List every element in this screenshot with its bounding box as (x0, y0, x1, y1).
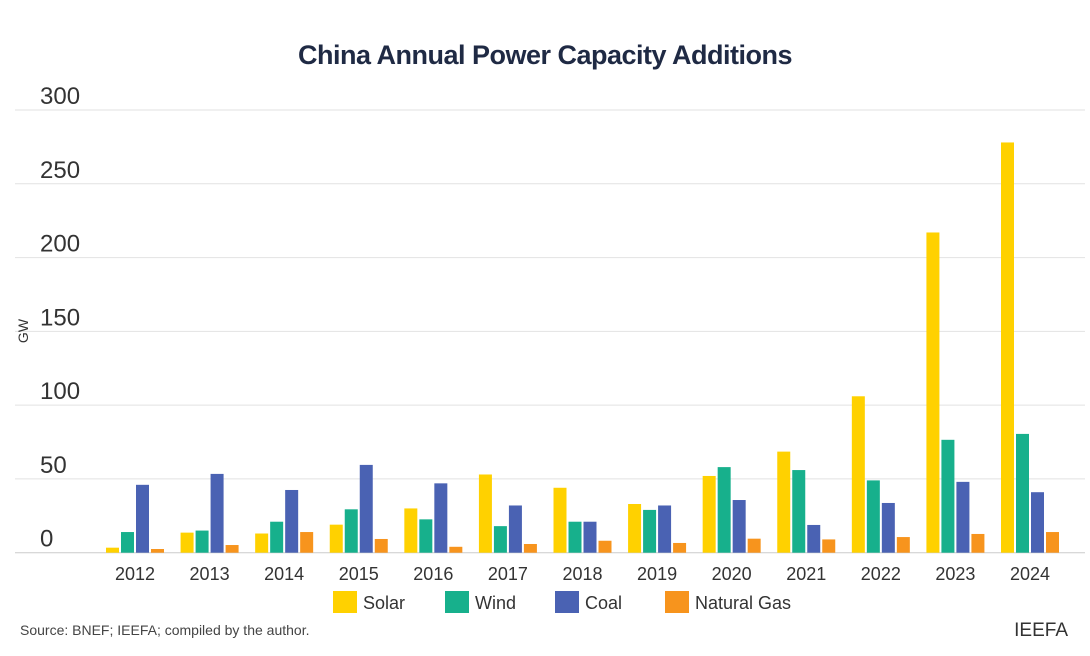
bar-coal (658, 505, 672, 553)
bar-wind (568, 521, 582, 553)
legend-swatch (555, 591, 579, 613)
bar-natural-gas (374, 538, 388, 553)
bar-coal (359, 464, 373, 553)
bar-coal (881, 502, 895, 553)
bar-wind (493, 526, 507, 553)
bar-coal (807, 524, 821, 553)
bar-wind (1016, 433, 1029, 553)
bar-wind (195, 530, 209, 553)
bar-coal (508, 505, 522, 553)
legend-label: Coal (585, 593, 622, 613)
legend-swatch (445, 591, 469, 613)
legend-swatch (333, 591, 357, 613)
legend-label: Solar (363, 593, 405, 613)
bar-solar (478, 474, 492, 553)
x-tick-label: 2014 (264, 564, 304, 584)
bar-coal (956, 481, 970, 553)
x-tick-label: 2012 (115, 564, 155, 584)
x-tick-label: 2024 (1010, 564, 1050, 584)
y-tick-label: 200 (40, 231, 80, 258)
bar-natural-gas (300, 532, 314, 553)
bar-natural-gas (747, 538, 761, 553)
bar-solar (329, 524, 343, 553)
x-tick-label: 2023 (935, 564, 975, 584)
bar-solar (180, 532, 194, 553)
x-tick-label: 2021 (786, 564, 826, 584)
y-tick-label: 0 (40, 526, 53, 553)
bar-solar (702, 475, 716, 553)
bar-solar (628, 504, 642, 553)
bar-natural-gas (449, 546, 463, 553)
legend-swatch (665, 591, 689, 613)
source-note: Source: BNEF; IEEFA; compiled by the aut… (20, 622, 310, 638)
bar-coal (434, 483, 448, 553)
bar-solar (404, 508, 418, 553)
bar-solar (777, 451, 791, 553)
x-tick-label: 2019 (637, 564, 677, 584)
y-tick-label: 300 (40, 83, 80, 110)
legend-label: Natural Gas (695, 593, 791, 613)
bar-coal (136, 484, 149, 553)
bar-coal (732, 500, 746, 553)
bar-coal (1031, 492, 1044, 553)
y-tick-label: 150 (40, 304, 80, 331)
y-tick-label: 100 (40, 378, 80, 405)
bar-natural-gas (225, 545, 239, 553)
y-axis-label: GW (15, 318, 31, 343)
bar-wind (121, 532, 134, 553)
chart-title: China Annual Power Capacity Additions (297, 40, 793, 70)
bar-solar (1001, 142, 1014, 553)
x-tick-label: 2016 (413, 564, 453, 584)
bar-natural-gas (598, 540, 612, 553)
bar-natural-gas (1046, 532, 1059, 553)
x-tick-label: 2017 (488, 564, 528, 584)
bar-natural-gas (151, 549, 164, 553)
x-tick-label: 2022 (861, 564, 901, 584)
x-tick-label: 2013 (190, 564, 230, 584)
y-tick-label: 50 (40, 452, 67, 479)
x-tick-label: 2020 (712, 564, 752, 584)
x-tick-label: 2015 (339, 564, 379, 584)
bar-solar (553, 487, 567, 553)
bar-wind (643, 509, 657, 553)
bar-wind (717, 467, 731, 553)
bar-wind (419, 519, 433, 553)
bar-natural-gas (523, 543, 537, 553)
y-tick-label: 250 (40, 157, 80, 184)
bar-natural-gas (971, 533, 985, 553)
bar-solar (926, 232, 940, 553)
bar-solar (255, 533, 269, 553)
bar-wind (792, 470, 806, 553)
bar-natural-gas (896, 537, 910, 553)
bar-coal (210, 473, 224, 553)
legend-label: Wind (475, 593, 516, 613)
x-tick-label: 2018 (562, 564, 602, 584)
bar-wind (344, 509, 358, 553)
bar-wind (866, 480, 880, 553)
bar-coal (583, 521, 597, 553)
bar-solar (851, 396, 865, 553)
bar-natural-gas (822, 539, 836, 553)
bar-wind (270, 521, 284, 553)
bar-wind (941, 439, 955, 553)
bar-coal (285, 489, 299, 553)
brand-logo: IEEFA (1014, 620, 1068, 641)
bar-natural-gas (673, 542, 687, 553)
bar-solar (106, 547, 119, 553)
